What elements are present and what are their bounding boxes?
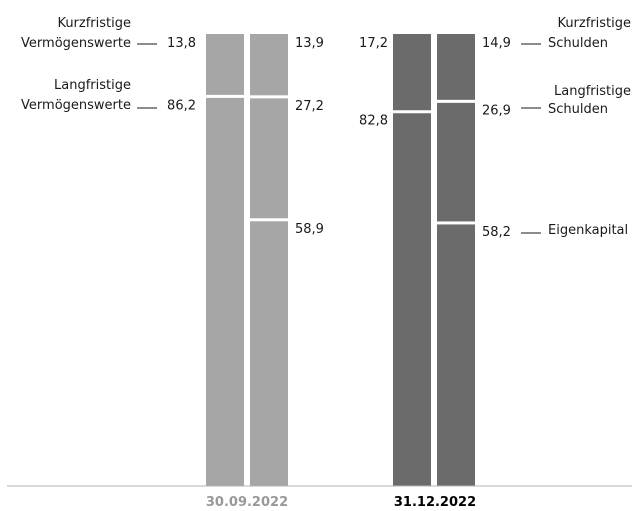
value-labels-group: 13,8 86,2 13,9 27,2 58,9 17,2 82,8 14,9 26,9 58,2 [167,36,511,240]
label-kurzfristige-vermoegenswerte-line1: Kurzfristige [57,16,131,31]
bar-segment-1-2 [250,219,288,486]
bar-segment-1-0 [250,34,288,97]
bar-segment-2-1 [393,111,431,486]
segment-separator-0-1 [206,94,244,98]
segment-separator-1-1 [250,95,288,99]
value-label-1-0: 13,9 [295,36,324,51]
value-label-3-2: 58,2 [482,225,511,240]
label-langfristige-vermoegenswerte-line2: Vermögenswerte [21,98,131,113]
label-langfristige-vermoegenswerte-line1: Langfristige [54,78,131,93]
bar-segment-3-1 [437,101,475,223]
value-label-1-2: 58,9 [295,222,324,237]
bars-group [206,34,475,486]
bar-segment-0-1 [206,96,244,486]
label-langfristige-schulden-line2: Schulden [548,102,608,117]
value-label-0-1: 86,2 [167,98,196,113]
bar-segment-3-2 [437,222,475,486]
date-label-31-12-2022: 31.12.2022 [394,495,476,510]
label-kurzfristige-schulden-line1: Kurzfristige [557,16,631,31]
value-label-3-0: 14,9 [482,36,511,51]
value-label-3-1: 26,9 [482,103,511,118]
bar-segment-2-0 [393,34,431,112]
bar-segment-0-0 [206,34,244,97]
segment-separator-2-1 [393,110,431,114]
label-kurzfristige-schulden-line2: Schulden [548,36,608,51]
value-label-1-1: 27,2 [295,99,324,114]
bar-segment-3-0 [437,34,475,102]
value-label-2-0: 17,2 [359,36,388,51]
segment-separator-1-2 [250,218,288,222]
segment-separator-3-2 [437,221,475,225]
date-label-30-09-2022: 30.09.2022 [206,495,288,510]
label-langfristige-schulden-line1: Langfristige [554,84,631,99]
value-label-2-1: 82,8 [359,114,388,129]
leader-lines-group [137,43,541,234]
label-eigenkapital: Eigenkapital [548,223,628,238]
value-label-0-0: 13,8 [167,36,196,51]
label-kurzfristige-vermoegenswerte-line2: Vermögenswerte [21,36,131,51]
segment-separator-3-1 [437,99,475,103]
bar-segment-1-1 [250,96,288,220]
